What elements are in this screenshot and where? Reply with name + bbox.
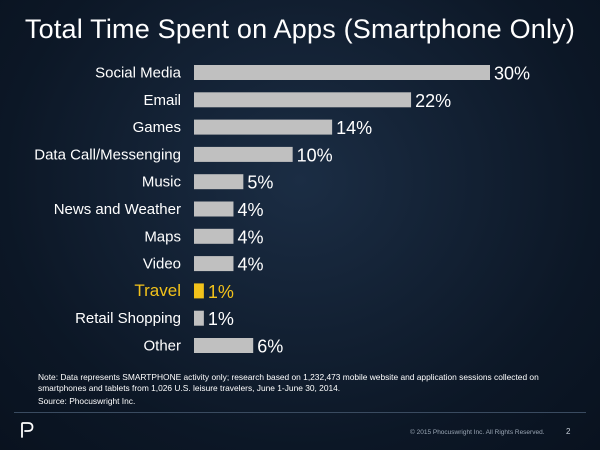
category-label: Email [143,92,181,109]
bar [194,201,234,217]
category-label: News and Weather [54,201,181,218]
category-label: Retail Shopping [75,310,181,327]
bar [194,256,234,272]
footer-divider [14,412,586,413]
bar [194,174,244,190]
value-label: 22% [415,91,451,111]
value-label: 6% [257,337,283,357]
category-label: Data Call/Messenging [34,146,181,163]
value-label: 30% [494,64,530,84]
value-label: 1% [208,282,234,302]
bar [194,228,234,244]
footnote-note: Note: Data represents SMARTPHONE activit… [38,372,539,393]
value-label: 5% [247,173,273,193]
bar [194,283,204,299]
category-label: Video [143,256,181,273]
category-label: Games [133,119,181,136]
bar-chart: Social Media 30% Email 22% Games 14% Data Call… [34,64,530,357]
value-label: 4% [237,200,263,220]
phocuswright-logo-icon [21,422,34,438]
page-number: 2 [566,427,571,436]
value-label: 10% [297,145,333,165]
bar [194,65,490,80]
chart-title: Total Time Spent on Apps (Smartphone Onl… [24,14,576,44]
bar [194,92,412,108]
category-label: Other [143,338,181,355]
bar [194,119,333,135]
bar [194,310,204,326]
value-label: 1% [208,309,234,329]
category-label: Travel [134,281,181,300]
value-label: 4% [237,255,263,275]
category-label: Music [142,174,182,191]
category-label: Maps [144,228,181,245]
bar [194,338,254,353]
category-label: Social Media [95,65,182,82]
footnote-source: Source: Phocuswright Inc. [38,396,136,406]
value-label: 14% [336,118,372,138]
bar [194,146,293,162]
copyright-text: © 2015 Phocuswright Inc. All Rights Rese… [410,429,545,436]
value-label: 4% [237,227,263,247]
